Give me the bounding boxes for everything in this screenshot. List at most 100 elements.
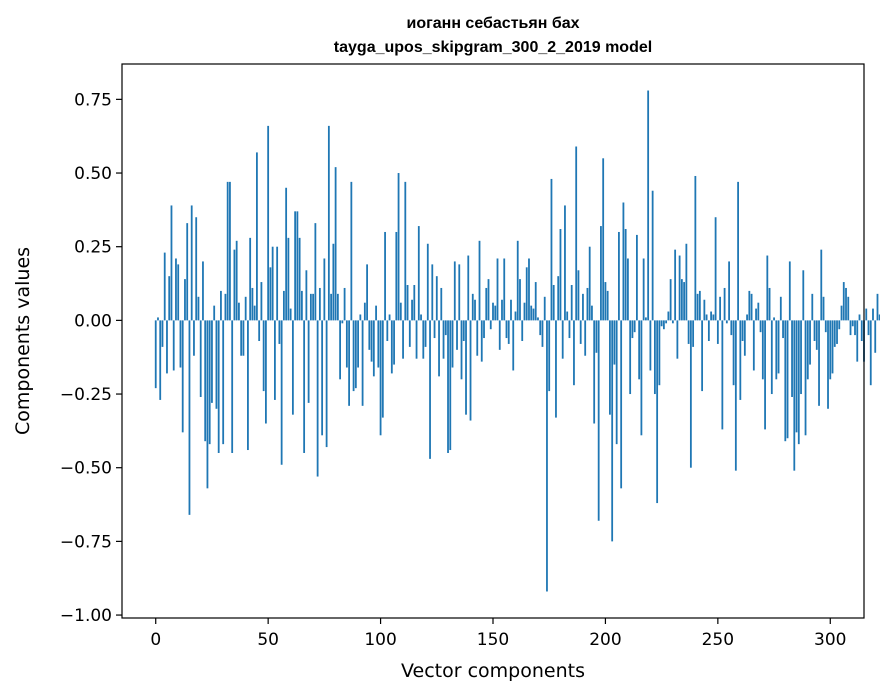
bar <box>795 320 798 433</box>
bar <box>638 320 641 380</box>
bar <box>642 258 645 321</box>
bar <box>878 314 880 321</box>
y-tick-label: −1.00 <box>60 606 112 626</box>
bar <box>557 276 560 321</box>
y-tick-label: −0.25 <box>60 385 112 405</box>
bar <box>656 320 659 504</box>
bar <box>433 320 436 339</box>
bar <box>168 276 171 321</box>
bar <box>507 320 510 344</box>
bar <box>361 320 364 406</box>
bar <box>791 320 793 397</box>
bar <box>510 299 512 321</box>
x-tick-label: 200 <box>589 630 621 650</box>
bar <box>316 320 319 477</box>
x-axis-ticks: 0 50 100 150 200 250 300 <box>150 618 846 650</box>
bar <box>692 320 695 347</box>
bar <box>849 320 852 336</box>
bar <box>381 320 384 418</box>
bar <box>256 152 258 321</box>
bar <box>359 314 362 321</box>
bar <box>498 320 501 350</box>
bar <box>424 320 427 347</box>
bar <box>764 320 766 430</box>
bar <box>739 320 742 400</box>
bar <box>714 217 717 321</box>
bar <box>444 320 447 336</box>
bar <box>222 320 225 445</box>
bar <box>779 296 782 321</box>
bar <box>541 320 544 347</box>
bar <box>379 320 382 436</box>
bar <box>336 293 339 321</box>
bar <box>591 305 593 321</box>
bar <box>595 320 598 353</box>
bar <box>242 320 245 356</box>
bar <box>339 320 341 380</box>
bar <box>867 320 870 336</box>
bar <box>618 231 620 321</box>
bar <box>197 296 200 321</box>
bar <box>548 320 551 392</box>
bar <box>469 320 472 421</box>
bar <box>494 305 497 321</box>
bar <box>723 287 726 321</box>
bar <box>343 287 346 321</box>
bar <box>555 320 557 418</box>
bar <box>390 320 393 374</box>
bar <box>593 320 596 424</box>
bar <box>368 320 371 350</box>
bar <box>159 320 162 400</box>
bar <box>579 320 582 344</box>
bar <box>876 293 879 321</box>
bar <box>773 317 775 321</box>
bar <box>842 282 845 321</box>
bar <box>636 234 638 321</box>
bar <box>370 320 373 362</box>
bar <box>318 287 321 321</box>
bar <box>831 320 834 374</box>
bar <box>503 258 506 321</box>
bar <box>247 320 249 451</box>
bar <box>467 255 470 321</box>
bar <box>442 320 445 359</box>
bar <box>705 314 708 321</box>
bar <box>249 237 252 321</box>
bar <box>453 261 456 321</box>
bar <box>860 320 863 341</box>
bar <box>743 320 746 356</box>
bar <box>734 320 737 471</box>
bar <box>334 167 337 321</box>
bar <box>312 293 315 321</box>
bar <box>721 320 724 430</box>
bar <box>667 311 670 321</box>
bar <box>287 237 290 321</box>
bar <box>829 320 832 380</box>
x-tick-label: 150 <box>477 630 509 650</box>
bar <box>429 320 431 459</box>
bar <box>833 320 836 347</box>
bar <box>845 287 847 321</box>
bar <box>730 320 733 336</box>
bar <box>413 285 416 321</box>
bar <box>793 320 796 471</box>
bar <box>609 320 611 415</box>
bar <box>584 320 587 356</box>
bar <box>577 270 580 321</box>
bar <box>435 276 438 321</box>
bar <box>274 320 276 400</box>
bar <box>615 320 618 445</box>
bar <box>746 314 748 321</box>
bar <box>422 320 425 359</box>
bar <box>788 261 791 321</box>
bar <box>217 320 220 453</box>
bar <box>676 320 679 359</box>
bar <box>543 296 546 321</box>
bar <box>775 320 778 380</box>
bar <box>514 311 517 321</box>
bar <box>388 314 391 321</box>
bar <box>177 264 180 321</box>
bar <box>451 320 454 368</box>
x-tick-label: 250 <box>702 630 734 650</box>
chart-title: иоганн себастьян бах <box>406 15 579 32</box>
